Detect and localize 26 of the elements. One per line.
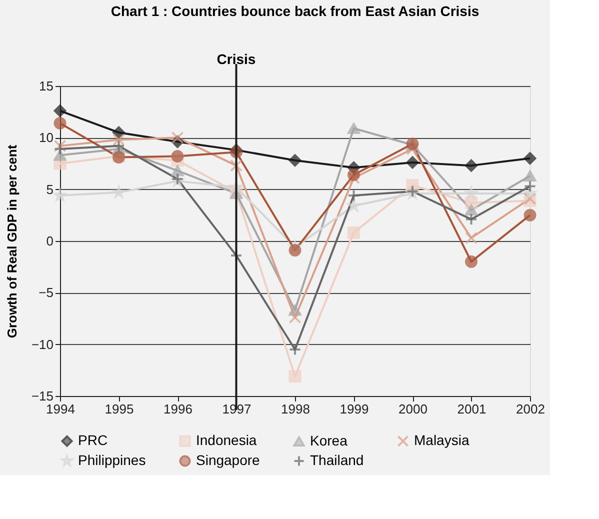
x-tick-label: 1995 xyxy=(104,402,134,416)
y-tick-label: 5 xyxy=(46,182,54,197)
x-tick-label: 2002 xyxy=(516,402,545,416)
y-tick-label: 15 xyxy=(39,78,54,94)
y-tick-label: 0 xyxy=(46,234,54,248)
legend-label: Korea xyxy=(310,432,348,448)
legend-label: Philippines xyxy=(78,452,146,468)
x-tick-label: 2000 xyxy=(398,402,428,416)
legend-label: PRC xyxy=(78,432,108,448)
y-tick-label: −15 xyxy=(31,388,54,404)
chart-title: Chart 1 : Countries bounce back from East Asian Crisis xyxy=(110,3,480,19)
legend-label: Thailand xyxy=(310,452,364,468)
x-tick-label: 1997 xyxy=(222,402,252,416)
y-tick-label: −5 xyxy=(38,285,54,300)
y-axis-title: Growth of Real GDP in per cent xyxy=(4,144,20,338)
ref-line-label: Crisis xyxy=(216,51,256,67)
legend-label: Indonesia xyxy=(196,432,257,448)
x-tick-label: 1994 xyxy=(46,402,75,416)
x-tick-label: 1999 xyxy=(340,402,369,416)
x-tick-label: 2001 xyxy=(457,402,486,416)
y-tick-label: 10 xyxy=(39,130,54,146)
x-tick-label: 1996 xyxy=(164,402,192,416)
legend-label: Malaysia xyxy=(414,432,470,448)
legend-label: Singapore xyxy=(196,452,260,468)
y-tick-label: −10 xyxy=(31,336,54,352)
x-tick-label: 1998 xyxy=(281,402,310,416)
